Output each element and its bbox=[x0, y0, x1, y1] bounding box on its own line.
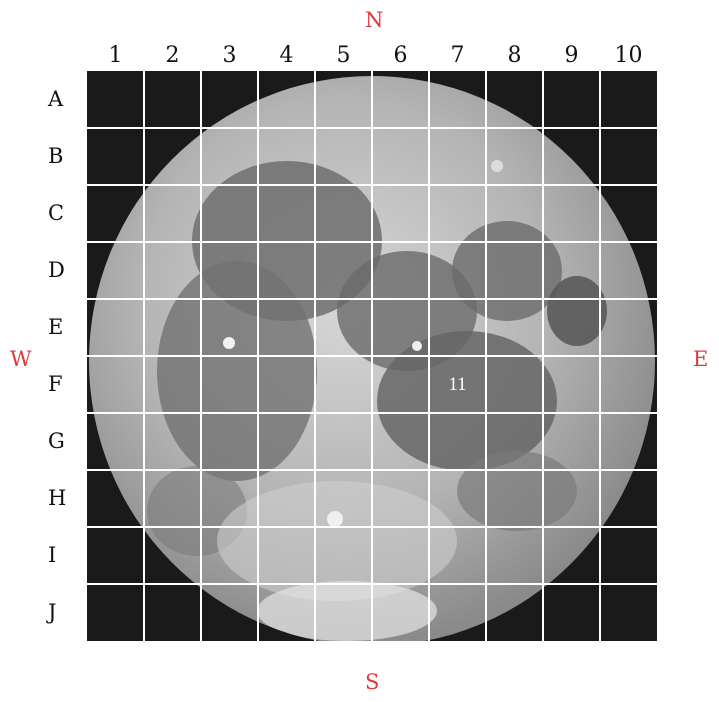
column-label: 10 bbox=[614, 43, 643, 68]
row-label: B bbox=[48, 144, 64, 168]
north-label: N bbox=[365, 8, 384, 32]
row-label: C bbox=[48, 201, 65, 225]
south-label: S bbox=[365, 670, 380, 694]
column-label: 4 bbox=[279, 43, 294, 68]
region-marker: 11 bbox=[448, 374, 466, 395]
column-label: 9 bbox=[564, 43, 579, 68]
row-label: H bbox=[48, 486, 67, 510]
row-label: I bbox=[48, 543, 57, 567]
row-label: D bbox=[48, 258, 65, 282]
row-label: J bbox=[48, 600, 57, 624]
column-label: 2 bbox=[165, 43, 180, 68]
column-label: 5 bbox=[336, 43, 351, 68]
row-labels: A B C D E F G H I J bbox=[48, 71, 84, 641]
column-label: 8 bbox=[507, 43, 522, 68]
row-label: E bbox=[48, 315, 64, 339]
row-label: F bbox=[48, 372, 63, 396]
maria bbox=[147, 160, 607, 641]
grid-lines bbox=[87, 71, 657, 641]
east-label: E bbox=[693, 347, 709, 371]
column-label: 6 bbox=[393, 43, 408, 68]
row-label: G bbox=[48, 429, 65, 453]
moon-map: 11 bbox=[87, 71, 657, 641]
column-labels: 1 2 3 4 5 6 7 8 9 10 bbox=[87, 44, 657, 68]
column-label: 1 bbox=[108, 43, 123, 68]
column-label: 3 bbox=[222, 43, 237, 68]
column-label: 7 bbox=[450, 43, 465, 68]
moon-image: 11 bbox=[87, 71, 657, 641]
west-label: W bbox=[10, 347, 32, 371]
row-label: A bbox=[48, 87, 64, 111]
